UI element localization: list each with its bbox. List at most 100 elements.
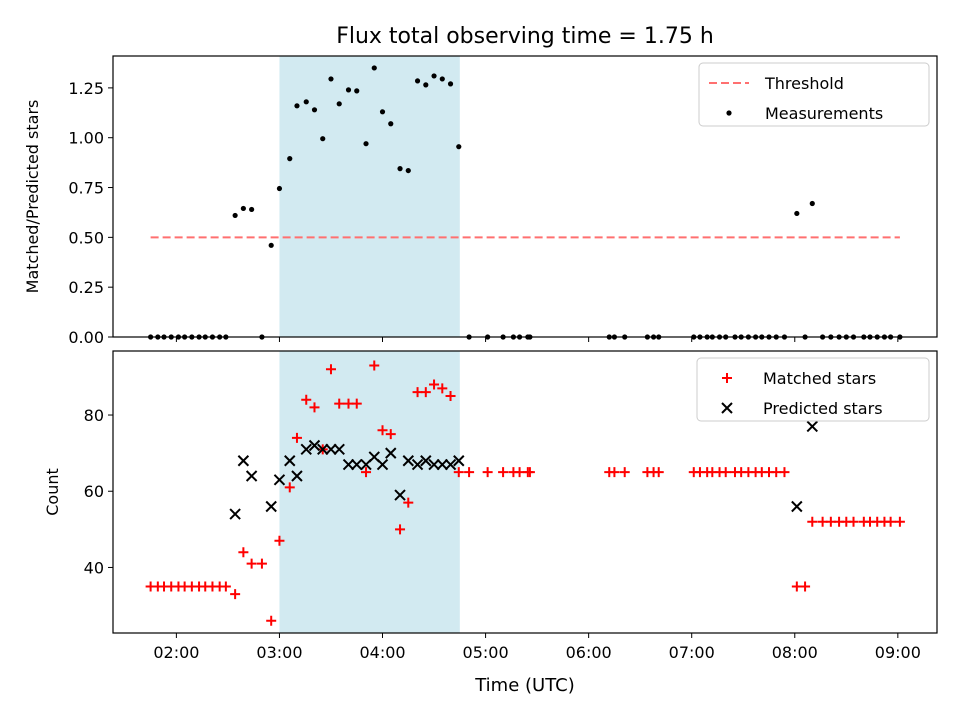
predicted-star-point [453,455,465,467]
legend-box [698,62,930,127]
matched-star-point [848,516,859,527]
matched-star-point [420,387,431,398]
matched-star-point [274,535,285,546]
y-tick-label: 0.25 [68,278,104,297]
legend: Matched stars Predicted stars [696,357,930,422]
predicted-star-point [273,474,286,486]
measurement-point [303,99,309,105]
predicted-star-point [411,458,424,471]
predicted-star-point [376,458,389,471]
matched-star-point [498,467,509,478]
measurement-point [294,103,300,109]
x-tick-label: 07:00 [669,643,715,662]
observing-interval-shade [279,351,460,633]
matched-star-point [351,398,362,409]
chart-title: Flux total observing time = 1.75 h [336,24,714,49]
matched-star-point [291,432,302,443]
y-tick-label: 0.75 [68,179,104,198]
legend-matched-swatch [722,373,732,383]
matched-star-point [453,467,464,478]
matched-star-point [334,398,345,409]
predicted-star-point [308,439,321,452]
predicted-star-point [444,458,457,471]
measurement-point [268,242,274,248]
measurement-point [456,144,462,150]
matched-star-point [800,581,811,592]
x-tick-label: 08:00 [772,643,818,662]
measurement-point [354,88,360,94]
matched-star-point [720,467,731,478]
predicted-star-point [394,489,406,501]
legend-label: Predicted stars [763,399,883,418]
predicted-star-point [291,470,303,482]
measurement-point [345,87,352,93]
measurement-point [249,206,255,213]
measurement-point [320,136,326,142]
matched-star-point [653,467,664,478]
matched-star-point [325,364,336,375]
legend-label: Measurements [765,104,883,123]
matched-star-point [385,429,396,440]
matched-star-point [266,615,277,626]
x-tick-label: 02:00 [153,643,199,662]
x-tick-label: 04:00 [359,643,405,662]
predicted-star-point [245,470,258,482]
measurement-point [311,107,318,113]
predicted-star-point [317,443,329,456]
matched-star-point [284,482,295,493]
y-tick-label: 1.25 [68,79,104,98]
top-panel: 0.00 0.25 0.50 0.75 1.00 1.25 Matched/Predicte… [23,55,938,347]
matched-star-point [256,558,267,569]
matched-star-point [369,360,380,371]
legend-predicted-swatch [721,402,733,414]
x-tick-label: 06:00 [566,643,612,662]
predicted-star-point [351,458,363,471]
matched-star-point [230,589,241,600]
y-axis-label: Count [43,468,62,516]
measurement-point [287,156,293,162]
predicted-star-point [420,455,432,467]
matched-star-point [807,516,818,527]
x-axis-label: Time (UTC) [474,675,575,696]
measurement-point [336,101,342,107]
legend-label: Matched stars [763,369,876,388]
predicted-star-point [436,458,448,471]
x-tick-label: 09:00 [875,643,921,662]
predicted-star-point [402,455,414,467]
matched-star-point [482,467,493,478]
bottom-panel: 40 60 80 02:00 03:00 04:00 05:00 06:00 07:00 08:0… [43,350,938,662]
legend: Threshold Measurements [698,62,930,127]
predicted-star-point [284,455,296,467]
predicted-star-point [342,458,355,471]
y-tick-label: 0.00 [68,328,104,347]
measurement-point [397,165,403,172]
y-tick-label: 40 [84,558,104,577]
measurement-point [240,205,246,212]
matched-star-point [395,524,406,535]
predicted-star-point [428,458,440,471]
y-tick-label: 0.50 [68,228,104,247]
legend-label: Threshold [764,74,844,93]
measurement-point [431,73,437,79]
x-tick-label: 05:00 [463,643,509,662]
predicted-star-point [333,443,345,456]
measurement-point [363,141,369,147]
predicted-star-point [265,500,277,513]
matched-star-point [246,558,257,569]
legend-measurement-swatch [726,110,732,116]
matched-star-point [619,467,630,478]
plot-frame [112,55,938,338]
measurement-point [447,81,454,87]
matched-star-point [403,497,414,508]
matched-star-point [885,516,896,527]
measurement-point [414,78,421,84]
matched-star-point [220,581,231,592]
measurement-point [405,167,411,174]
matched-star-point [445,390,456,401]
y-tick-label: 80 [84,406,104,425]
y-tick-label: 1.00 [68,129,104,148]
measurement-point [794,210,800,217]
measurement-point [328,76,334,82]
predicted-star-point [385,447,397,459]
